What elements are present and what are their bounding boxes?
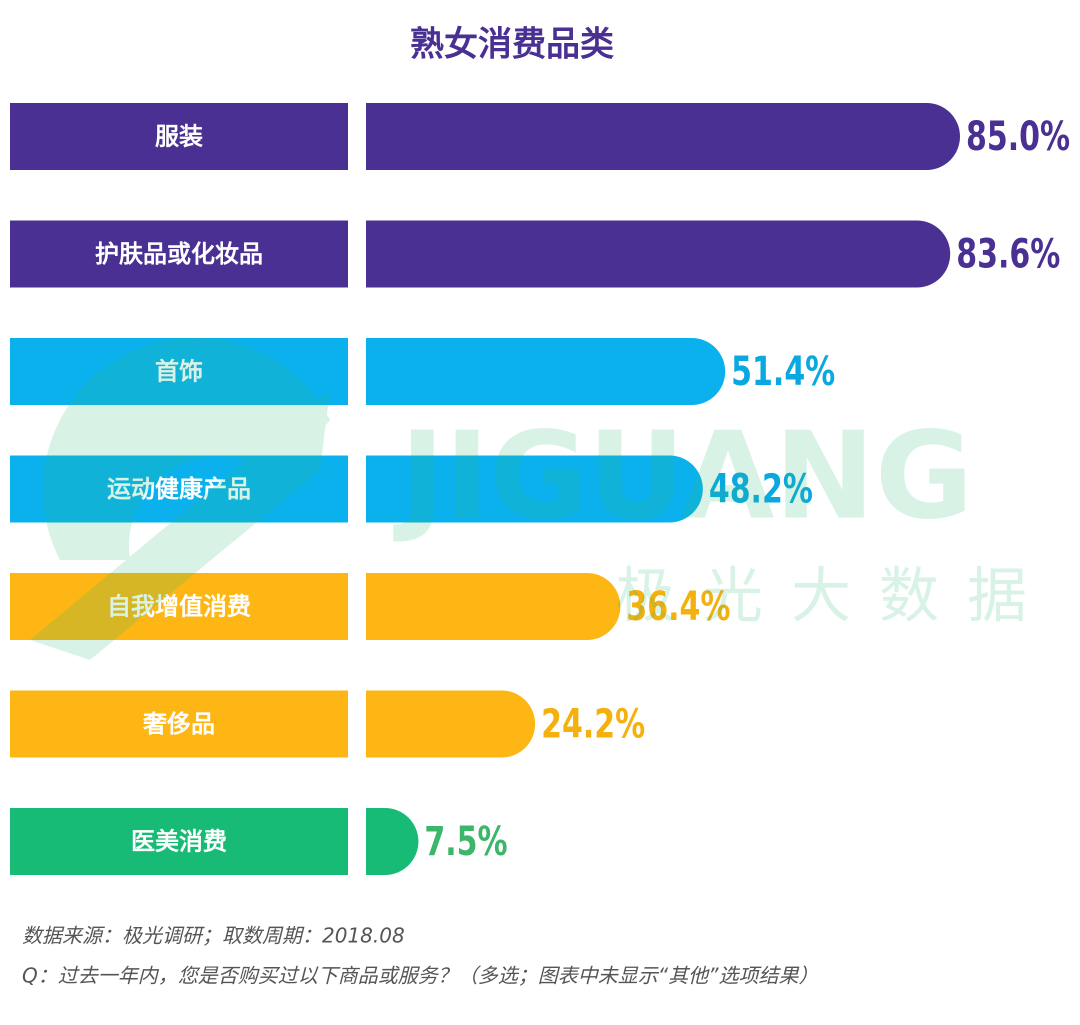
value-label: 48.2% <box>709 466 813 512</box>
watermark-logo: JIGUANG <box>393 408 973 547</box>
bar <box>366 455 703 523</box>
bar <box>366 573 621 640</box>
category-label: 自我增值消费 <box>107 593 251 621</box>
bar <box>366 103 960 170</box>
value-label: 24.2% <box>541 701 645 747</box>
category-box <box>10 220 348 288</box>
value-label: 51.4% <box>731 349 835 395</box>
category-label: 首饰 <box>155 358 203 386</box>
value-label: 83.6% <box>956 231 1060 277</box>
category-label: 服装 <box>155 123 203 151</box>
value-label: 36.4% <box>626 584 730 630</box>
value-label: 7.5% <box>424 819 507 865</box>
source-note: 数据来源：极光调研；取数周期：2018.08 <box>22 924 405 948</box>
bar <box>366 808 419 875</box>
category-box <box>10 808 348 875</box>
category-box <box>10 573 348 640</box>
category-box <box>10 338 348 405</box>
category-label: 医美消费 <box>131 828 227 856</box>
category-box <box>10 690 348 758</box>
watermark-text: 极光大数据 <box>615 562 1055 632</box>
question-note: Q：过去一年内，您是否购买过以下商品或服务？（多选；图表中未显示“其他”选项结果… <box>22 964 818 988</box>
category-box <box>10 103 348 170</box>
watermark: JIGUANG 极光大数据 <box>30 337 1055 660</box>
bar <box>366 220 951 288</box>
category-label: 护肤品或化妆品 <box>95 240 263 268</box>
chart-title: 熟女消费品类 <box>410 25 614 65</box>
category-label: 奢侈品 <box>142 710 215 738</box>
category-label: 运动健康产品 <box>107 475 251 503</box>
category-box <box>10 455 348 523</box>
value-label: 85.0% <box>966 114 1070 160</box>
bar <box>366 338 726 405</box>
bar <box>366 690 536 758</box>
